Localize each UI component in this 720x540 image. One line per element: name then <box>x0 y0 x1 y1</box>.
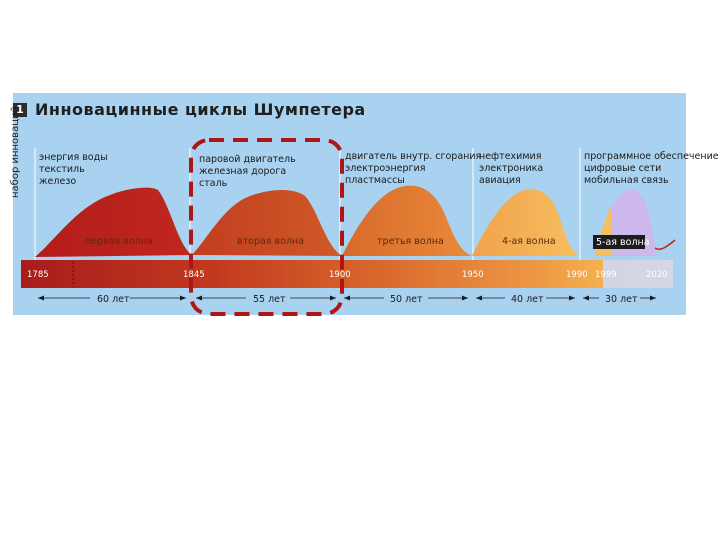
wave-name: третья волна <box>377 236 444 247</box>
wave-curve-1 <box>35 187 192 257</box>
wave-name: 4-ая волна <box>502 236 556 247</box>
innovation-item: пластмассы <box>345 175 405 186</box>
arrowhead <box>476 295 482 301</box>
arrowhead <box>196 295 202 301</box>
innovation-item: авиация <box>479 175 521 186</box>
innovation-item: цифровые сети <box>584 163 661 174</box>
second-wave-highlight <box>189 138 344 316</box>
duration-label: 50 лет <box>390 294 423 305</box>
arrowhead <box>462 295 468 301</box>
wave-curve-3 <box>342 185 472 256</box>
innovations-wave-5: программное обеспечение цифровые сети мо… <box>584 151 719 186</box>
innovation-item: железная дорога <box>199 166 286 177</box>
year-label: 1950 <box>462 270 484 280</box>
timeline-bar-future <box>603 260 673 288</box>
innovation-item: нефтехимия <box>479 151 541 162</box>
fifth-wave-label-bg <box>593 235 645 249</box>
title-row: 1 Инновацинные циклы Шумпетера <box>13 100 366 119</box>
duration-arrowheads <box>38 295 656 301</box>
arrowhead <box>38 295 44 301</box>
wave-name: 5-ая волна <box>596 237 650 248</box>
wave-name: первая волна <box>85 236 153 247</box>
year-label: 1900 <box>329 270 351 280</box>
arrowhead <box>650 295 656 301</box>
innovations-wave-2: паровой двигатель железная дорога сталь <box>199 154 296 189</box>
innovation-item: железо <box>39 176 76 187</box>
timeline-bar <box>21 260 673 288</box>
wave-name: вторая волна <box>237 236 304 247</box>
innovations-wave-3: двигатель внутр. сгорания электроэнергия… <box>345 151 481 186</box>
duration-label: 60 лет <box>97 294 130 305</box>
duration-label: 30 лет <box>605 294 638 305</box>
innovation-item: сталь <box>199 178 228 189</box>
year-label: 1785 <box>27 270 49 280</box>
wave-curve-2 <box>192 190 342 256</box>
year-label: 1999 <box>595 270 617 280</box>
innovation-item: программное обеспечение <box>584 151 719 162</box>
wave-curve-4 <box>472 189 580 256</box>
wave-trend-line <box>654 239 676 251</box>
diagram-title: Инновацинные циклы Шумпетера <box>35 100 366 119</box>
innovation-item: электроника <box>479 163 543 174</box>
arrowhead <box>583 295 589 301</box>
innovation-item: текстиль <box>39 164 85 175</box>
title-number-badge: 1 <box>13 102 27 117</box>
arrowhead <box>180 295 186 301</box>
arrowhead <box>344 295 350 301</box>
innovation-item: энергия воды <box>39 152 108 163</box>
year-label: 1990 <box>566 270 588 280</box>
innovation-item: мобильная связь <box>584 175 669 186</box>
innovation-item: двигатель внутр. сгорания <box>345 151 481 162</box>
innovations-wave-1: энергия воды текстиль железо <box>39 152 108 187</box>
arrowhead <box>330 295 336 301</box>
innovation-item: электроэнергия <box>345 163 425 174</box>
duration-label: 40 лет <box>511 294 544 305</box>
arrowhead <box>569 295 575 301</box>
year-label: 1845 <box>183 270 205 280</box>
duration-label: 55 лет <box>253 294 286 305</box>
year-label: 2020 <box>646 270 668 280</box>
innovations-wave-4: нефтехимия электроника авиация <box>479 151 543 186</box>
innovation-item: паровой двигатель <box>199 154 296 165</box>
